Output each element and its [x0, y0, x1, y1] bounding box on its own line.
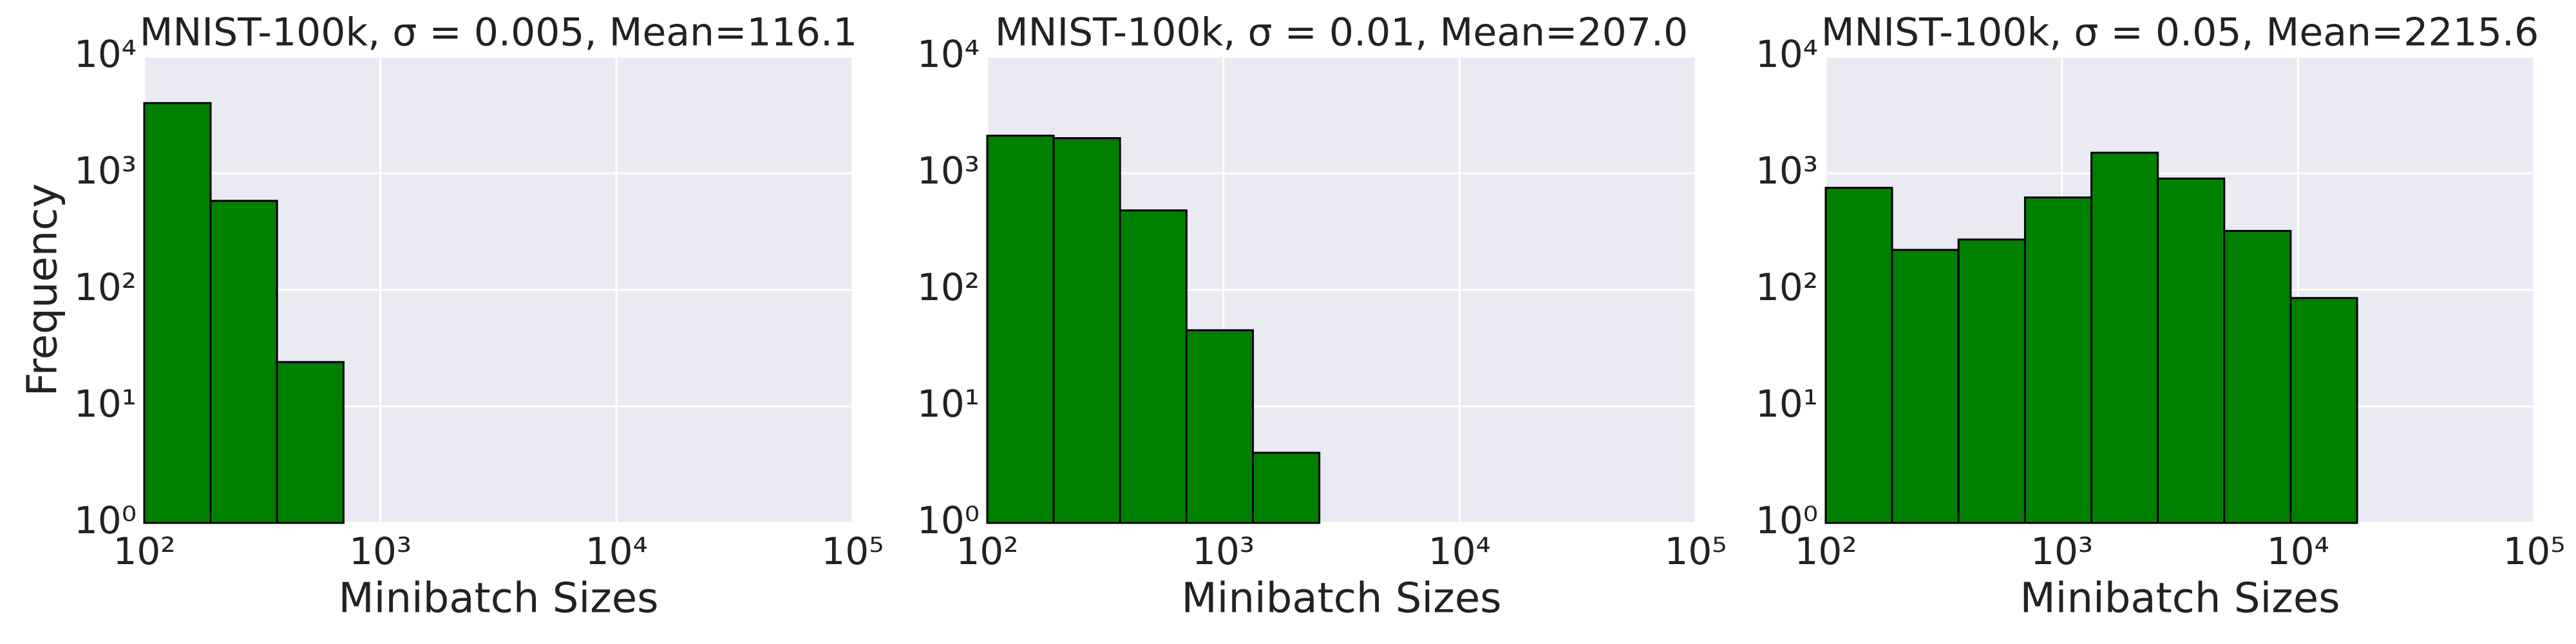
chart-title: MNIST-100k, σ = 0.05, Mean=2215.6: [1821, 10, 2539, 55]
x-tick-label: 10²: [1794, 529, 1857, 573]
bar: [1824, 187, 1893, 524]
bar: [1252, 451, 1321, 524]
bar: [2289, 297, 2358, 524]
y-tick-label: 10⁴: [917, 32, 980, 76]
x-tick-label: 10⁴: [2267, 529, 2329, 573]
x-axis-label: Minibatch Sizes: [338, 575, 658, 623]
bar: [1119, 209, 1188, 524]
x-tick-label: 10⁵: [1664, 529, 1727, 573]
y-tick-label: 10⁰: [917, 498, 980, 542]
y-tick-label: 10²: [74, 265, 137, 309]
x-tick-label: 10⁵: [2503, 529, 2565, 573]
y-tick-label: 10³: [917, 149, 980, 193]
chart-title: MNIST-100k, σ = 0.005, Mean=116.1: [140, 10, 858, 55]
x-tick-label: 10³: [1192, 529, 1255, 573]
y-tick-label: 10²: [1756, 265, 1818, 309]
y-tick-label: 10²: [917, 265, 980, 309]
x-tick-label: 10³: [349, 529, 412, 573]
x-tick-label: 10²: [956, 529, 1018, 573]
y-tick-label: 10³: [1756, 149, 1818, 193]
bar: [2023, 196, 2093, 524]
y-tick-label: 10¹: [74, 382, 137, 426]
y-tick-label: 10⁴: [74, 32, 137, 76]
x-tick-label: 10⁴: [585, 529, 648, 573]
y-tick-label: 10³: [74, 149, 137, 193]
y-tick-label: 10¹: [917, 382, 980, 426]
bar: [2090, 151, 2159, 524]
bar: [986, 135, 1055, 524]
x-axis-label: Minibatch Sizes: [2020, 575, 2340, 623]
y-tick-label: 10⁰: [1756, 498, 1818, 542]
y-tick-label: 10⁰: [74, 498, 137, 542]
bar: [2223, 230, 2292, 524]
x-tick-label: 10⁵: [821, 529, 884, 573]
bar: [209, 200, 278, 524]
y-axis-label: Frequency: [19, 184, 67, 397]
x-tick-label: 10²: [113, 529, 175, 573]
bar: [1957, 238, 2026, 524]
x-tick-label: 10⁴: [1428, 529, 1491, 573]
bar: [2157, 177, 2226, 524]
y-tick-label: 10¹: [1756, 382, 1818, 426]
chart-title: MNIST-100k, σ = 0.01, Mean=207.0: [995, 10, 1688, 55]
x-tick-label: 10³: [2031, 529, 2093, 573]
bar: [1052, 137, 1121, 524]
bar: [1891, 249, 1960, 524]
bar: [1185, 329, 1255, 524]
bar: [143, 102, 212, 524]
x-axis-label: Minibatch Sizes: [1181, 575, 1501, 623]
bar: [276, 361, 345, 524]
y-tick-label: 10⁴: [1756, 32, 1818, 76]
